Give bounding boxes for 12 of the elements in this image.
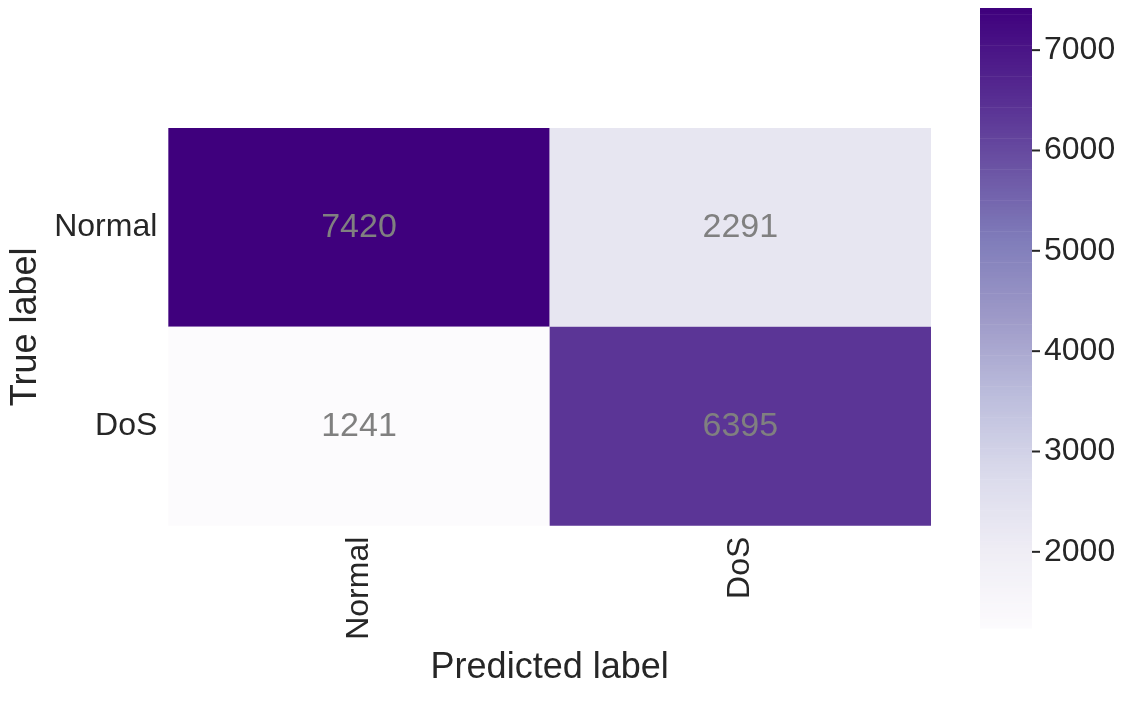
color-bar-label: 2000: [1044, 531, 1116, 568]
data-label: 6395: [702, 404, 779, 443]
color-bar-label: 3000: [1044, 431, 1116, 468]
color-bar-label: 7000: [1044, 29, 1116, 66]
data-label: 2291: [702, 205, 779, 244]
color-bar-label: 6000: [1044, 130, 1116, 167]
y-axis-title: True label: [2, 247, 44, 407]
x-axis-title: Predicted label: [430, 645, 669, 687]
data-label: 7420: [321, 205, 397, 244]
color-bar-label: 4000: [1044, 330, 1116, 367]
color-bar-label: 5000: [1044, 230, 1116, 267]
data-label: 1241: [321, 404, 397, 443]
